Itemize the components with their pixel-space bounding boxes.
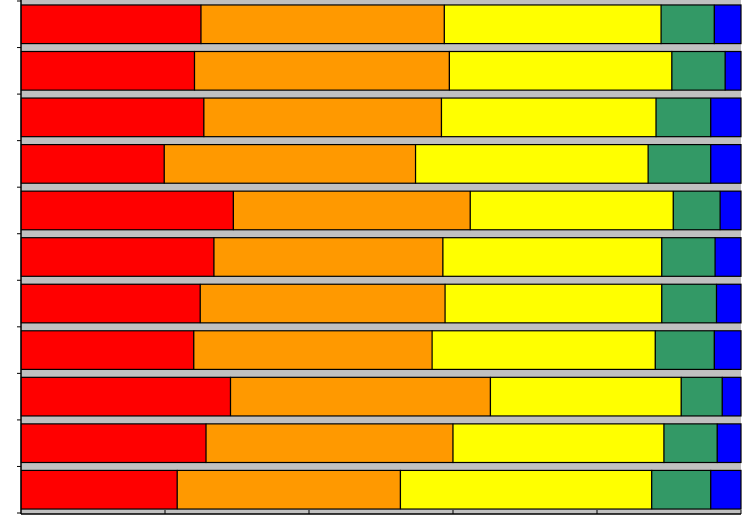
bar-segment [20, 237, 215, 277]
bar-segment [710, 143, 742, 184]
bar-segment [448, 50, 673, 91]
bar-segment [20, 376, 232, 417]
axes [17, 0, 742, 515]
bar-segment [647, 143, 712, 184]
bar-segment [469, 190, 674, 231]
bar-segment [20, 50, 196, 91]
bar-segment [163, 143, 417, 184]
bars [20, 4, 742, 510]
bar-segment [654, 330, 715, 371]
bar-segment [20, 423, 207, 464]
bar-segment [20, 190, 234, 231]
bar-segment [715, 283, 742, 324]
bar-segment [20, 143, 165, 184]
bar-segment [199, 283, 446, 324]
bar-segment [452, 423, 665, 464]
bar-segment [20, 469, 178, 510]
bar-segment [721, 376, 742, 417]
bar-segment [671, 50, 726, 91]
bar-segment [714, 237, 742, 277]
bar-segment [200, 4, 445, 45]
bar-segment [443, 4, 662, 45]
bar-segment [193, 50, 451, 91]
bar-segment [710, 97, 742, 138]
bar-segment [431, 330, 656, 371]
bar-segment [660, 4, 715, 45]
bar-segment [440, 97, 657, 138]
bar-segment [655, 97, 712, 138]
bar-segment [444, 283, 663, 324]
bar-segment [724, 50, 742, 91]
bar-segment [20, 97, 205, 138]
bar-segment [680, 376, 723, 417]
bar-segment [713, 4, 742, 45]
bar-segment [229, 376, 492, 417]
bar-segment [489, 376, 682, 417]
bar-segment [713, 330, 742, 371]
bar-segment [663, 423, 718, 464]
bar-segment [442, 237, 663, 277]
bar-segment [20, 330, 195, 371]
bar-segment [710, 469, 742, 510]
bar-segment [193, 330, 433, 371]
bar-segment [672, 190, 721, 231]
bar-segment [232, 190, 471, 231]
bar-segment [661, 237, 716, 277]
bar-segment [661, 283, 718, 324]
bar-segment [176, 469, 402, 510]
bar-segment [213, 237, 444, 277]
bar-segment [205, 423, 454, 464]
bar-segment [20, 283, 201, 324]
bar-segment [651, 469, 712, 510]
bar-segment [414, 143, 649, 184]
bar-segment [20, 4, 202, 45]
bar-segment [719, 190, 742, 231]
bar-segment [399, 469, 653, 510]
bar-segment [716, 423, 742, 464]
bar-segment [203, 97, 443, 138]
